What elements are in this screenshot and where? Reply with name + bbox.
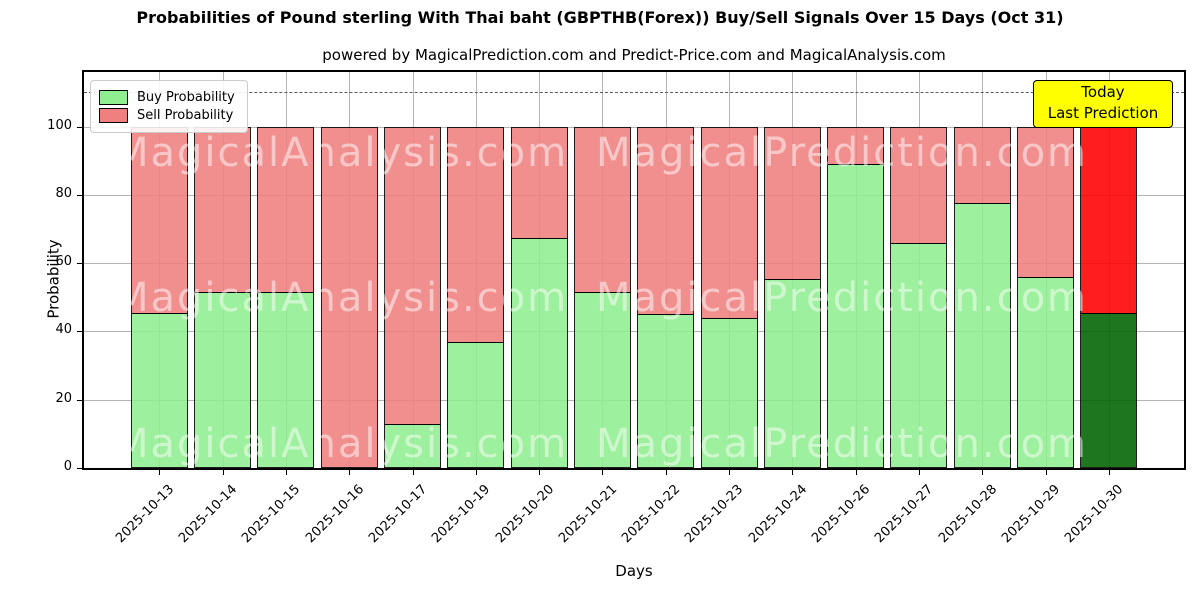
legend-label-sell: Sell Probability [137, 108, 234, 123]
h-gridline [84, 194, 1184, 196]
bar-buy-2025-10-28 [953, 203, 1011, 468]
bar-buy-2025-10-21 [573, 292, 631, 468]
x-tick [222, 470, 224, 475]
x-axis-label: Days [615, 562, 653, 580]
bar-sell-2025-10-14 [194, 126, 252, 294]
plot-area: MagicalAnalysis.com MagicalPrediction.com… [82, 70, 1186, 470]
x-tick [1045, 470, 1047, 475]
y-tick [77, 468, 82, 469]
bar-sell-2025-10-21 [573, 126, 631, 294]
bar-buy-2025-10-26 [827, 164, 885, 468]
x-tick [1108, 470, 1110, 475]
x-tick [665, 470, 667, 475]
x-tick-label: 2025-10-27 [872, 482, 937, 547]
x-tick-label: 2025-10-15 [239, 482, 304, 547]
bar-buy-2025-10-20 [510, 237, 568, 468]
bar-sell-2025-10-29 [1017, 126, 1074, 278]
y-tick [77, 126, 82, 128]
bar-sell-2025-10-13 [130, 126, 188, 314]
x-tick-label: 2025-10-28 [935, 482, 1000, 547]
x-tick-label: 2025-10-17 [366, 482, 431, 547]
x-tick [412, 470, 414, 475]
buy-swatch-icon [99, 90, 128, 105]
x-tick-label: 2025-10-24 [745, 482, 810, 547]
x-tick-label: 2025-10-22 [619, 482, 684, 547]
y-tick-label: 60 [55, 254, 72, 270]
x-tick [918, 470, 920, 475]
x-tick [729, 470, 730, 475]
bar-sell-2025-10-22 [637, 126, 695, 316]
y-tick [77, 331, 82, 333]
bar-buy-2025-10-24 [763, 278, 821, 468]
x-tick-label: 2025-10-30 [1062, 482, 1127, 547]
x-tick [349, 470, 351, 475]
y-tick [77, 263, 82, 265]
h-gridline [84, 263, 1184, 265]
bar-buy-2025-10-13 [130, 312, 188, 468]
h-gridline [84, 399, 1184, 401]
bar-sell-2025-10-16 [320, 126, 378, 468]
bar-buy-2025-10-29 [1017, 276, 1074, 468]
bar-buy-2025-10-19 [447, 341, 505, 468]
x-tick [539, 470, 541, 475]
bar-buy-2025-10-22 [637, 314, 695, 468]
x-tick-label: 2025-10-16 [302, 482, 367, 547]
today-annotation: Today Last Prediction [1033, 80, 1173, 128]
chart-title: Probabilities of Pound sterling With Tha… [136, 8, 1064, 27]
x-tick-label: 2025-10-13 [112, 482, 177, 547]
legend: Buy Probability Sell Probability [90, 80, 248, 133]
bar-sell-2025-10-26 [827, 126, 885, 166]
today-annotation-line1: Today [1081, 83, 1125, 101]
bar-buy-2025-10-23 [700, 317, 758, 468]
bar-buy-2025-10-15 [257, 292, 315, 468]
bar-sell-2025-10-28 [953, 126, 1011, 205]
bar-buy-2025-10-27 [890, 242, 948, 468]
x-tick [285, 470, 287, 475]
today-annotation-line2: Last Prediction [1047, 104, 1159, 122]
plot-canvas: MagicalAnalysis.com MagicalPrediction.com… [84, 72, 1184, 468]
legend-item-buy: Buy Probability [99, 90, 235, 105]
y-tick-label: 0 [63, 459, 72, 474]
chart-subtitle: powered by MagicalPrediction.com and Pre… [322, 46, 946, 64]
y-tick-label: 100 [47, 117, 72, 133]
bar-buy-2025-10-17 [384, 423, 441, 468]
dashed-reference-line [84, 92, 1184, 94]
y-tick-label: 40 [55, 322, 72, 338]
x-tick-label: 2025-10-20 [492, 482, 557, 547]
x-tick-label: 2025-10-23 [682, 482, 747, 547]
bar-sell-2025-10-24 [763, 126, 821, 280]
bar-sell-2025-10-17 [384, 126, 441, 425]
x-tick-label: 2025-10-14 [176, 482, 241, 547]
y-tick-label: 20 [55, 390, 72, 406]
bar-buy-2025-10-14 [194, 292, 252, 468]
y-tick [77, 194, 82, 196]
y-tick [77, 399, 82, 401]
x-tick [475, 470, 477, 475]
x-tick [982, 470, 984, 475]
bar-sell-2025-10-23 [700, 126, 758, 319]
x-tick-label: 2025-10-29 [999, 482, 1064, 547]
bar-buy-2025-10-30 [1080, 312, 1138, 468]
bar-sell-2025-10-27 [890, 126, 948, 244]
x-tick [159, 470, 161, 475]
y-tick-label: 80 [55, 185, 72, 201]
bar-sell-2025-10-19 [447, 126, 505, 343]
bar-sell-2025-10-15 [257, 126, 315, 294]
h-gridline [84, 331, 1184, 333]
x-tick [855, 470, 857, 475]
x-tick-label: 2025-10-26 [809, 482, 874, 547]
x-tick [792, 470, 794, 475]
h-gridline [84, 126, 1184, 128]
sell-swatch-icon [99, 108, 128, 123]
y-axis-label: Probability [44, 239, 63, 319]
legend-item-sell: Sell Probability [99, 108, 235, 123]
legend-label-buy: Buy Probability [137, 90, 235, 105]
bar-sell-2025-10-30 [1080, 126, 1138, 314]
x-tick-label: 2025-10-19 [429, 482, 494, 547]
bar-sell-2025-10-20 [510, 126, 568, 239]
x-tick-label: 2025-10-21 [555, 482, 620, 547]
x-tick [602, 470, 604, 475]
